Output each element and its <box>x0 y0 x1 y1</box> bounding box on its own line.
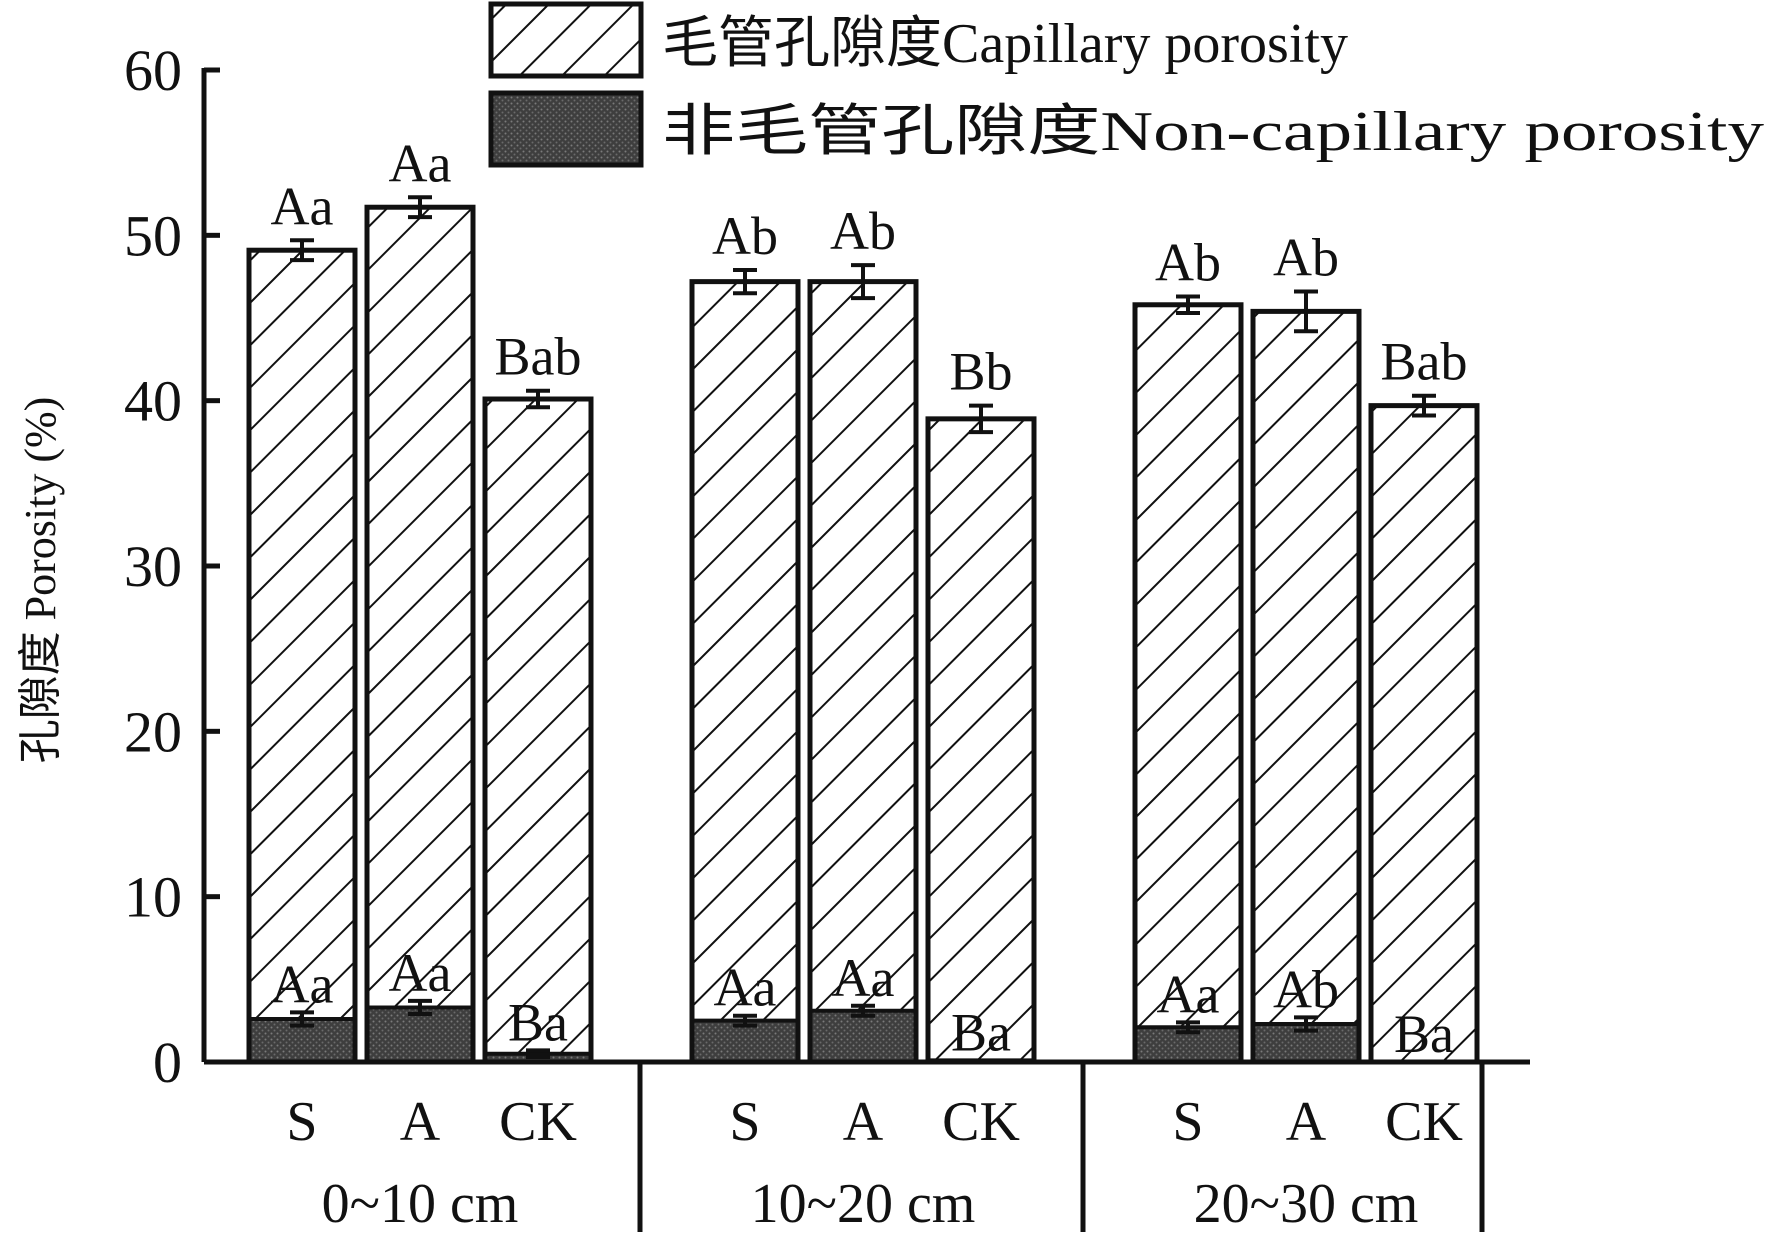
y-tick-label: 0 <box>153 1030 182 1095</box>
bar-capillary <box>1253 311 1359 1062</box>
bar-capillary <box>1371 405 1477 1062</box>
bars-layer <box>246 195 1480 1065</box>
axes: 0 10 20 30 40 50 60 <box>124 38 1530 1232</box>
labels-layer: Aa Aa S Aa Aa A Bab Ba CK 0~10 cm Ab Aa S Ab Aa A Bb Ba CK… <box>271 133 1468 1235</box>
bar-capillary <box>928 418 1034 1062</box>
bar-capillary <box>367 207 473 1062</box>
y-tick-label: 20 <box>124 699 182 764</box>
x-category-label: S <box>1172 1091 1203 1153</box>
significance-label-total: Ab <box>830 201 896 261</box>
significance-label-noncap: Ba <box>508 992 568 1052</box>
bar-capillary <box>810 281 916 1062</box>
significance-label-noncap: Aa <box>271 954 334 1014</box>
significance-label-noncap: Ba <box>951 1002 1011 1062</box>
bar-noncapillary <box>810 1010 916 1062</box>
x-category-label: A <box>1286 1091 1327 1153</box>
significance-label-noncap: Ba <box>1394 1004 1454 1064</box>
legend: 毛管孔隙度Capillary porosity 非毛管孔隙度Non-capill… <box>488 1 1764 168</box>
x-category-label: A <box>400 1091 441 1153</box>
significance-label-noncap: Aa <box>1157 964 1220 1024</box>
x-category-label: S <box>286 1091 317 1153</box>
significance-label-noncap: Aa <box>832 948 895 1008</box>
y-tick-label: 40 <box>124 369 182 434</box>
significance-label-total: Aa <box>271 176 334 236</box>
x-group-label: 20~30 cm <box>1194 1173 1419 1235</box>
legend-swatch-capillary <box>488 1 644 79</box>
legend-label-capillary: 毛管孔隙度Capillary porosity <box>662 13 1348 75</box>
y-tick-label: 10 <box>124 865 182 930</box>
significance-label-total: Ab <box>1155 233 1221 293</box>
x-category-label: CK <box>942 1091 1020 1153</box>
y-tick-label: 60 <box>124 38 182 103</box>
significance-label-noncap: Aa <box>389 943 452 1003</box>
significance-label-total: Ab <box>712 206 778 266</box>
x-group-label: 0~10 cm <box>322 1173 519 1235</box>
bar-capillary <box>1135 304 1241 1063</box>
significance-label-total: Bab <box>495 327 582 387</box>
significance-label-total: Aa <box>389 133 452 193</box>
significance-label-noncap: Ab <box>1273 959 1339 1019</box>
y-tick-label: 30 <box>124 534 182 599</box>
significance-label-total: Ab <box>1273 228 1339 288</box>
x-category-label: CK <box>1385 1091 1463 1153</box>
bar-noncapillary <box>367 1007 473 1062</box>
bar-capillary <box>249 250 355 1063</box>
y-axis-label: 孔隙度 Porosity (%) <box>16 397 65 764</box>
x-category-label: A <box>843 1091 884 1153</box>
bar-capillary <box>485 399 591 1063</box>
x-group-label: 10~20 cm <box>751 1173 976 1235</box>
significance-label-total: Bb <box>949 342 1012 402</box>
legend-label-noncapillary: 非毛管孔隙度Non-capillary porosity <box>662 101 1764 163</box>
significance-label-noncap: Aa <box>714 958 777 1018</box>
x-category-label: S <box>729 1091 760 1153</box>
legend-swatch-noncapillary <box>488 90 644 168</box>
x-category-label: CK <box>499 1091 577 1153</box>
significance-label-total: Bab <box>1381 332 1468 392</box>
y-tick-label: 50 <box>124 203 182 268</box>
bar-capillary <box>692 281 798 1062</box>
